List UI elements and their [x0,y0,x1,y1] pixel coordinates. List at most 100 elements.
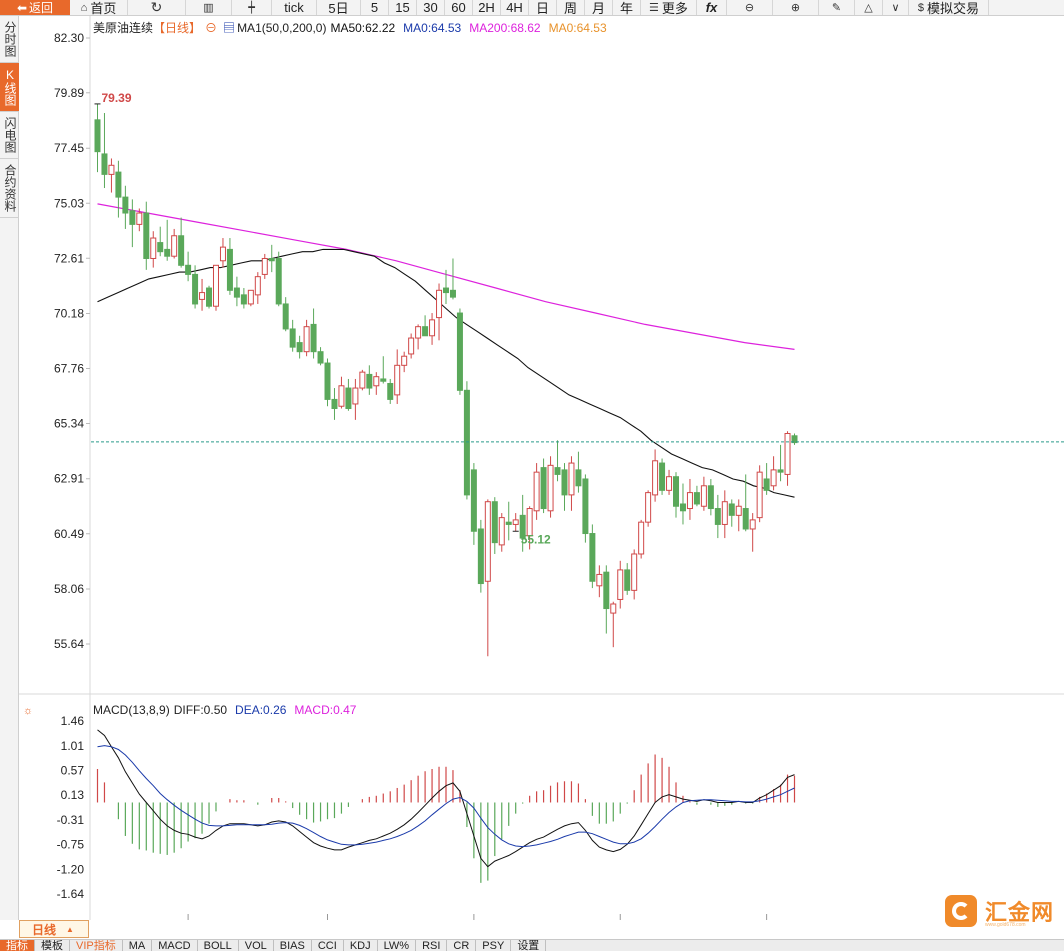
candle-20 [233,276,240,307]
refresh-icon: ↻ [150,0,163,15]
period-2[interactable]: 15 [389,0,417,15]
candle-41 [380,356,387,384]
indicator-tab-0[interactable]: 指标 [0,940,35,951]
indicator-tab-3[interactable]: MA [123,940,153,951]
period-9[interactable]: 月 [585,0,613,15]
candle-26 [275,251,282,307]
back-button[interactable]: ⬅ 返回 [0,0,70,15]
side-tab-1[interactable]: K线图 [0,63,19,112]
candle-81 [659,458,666,495]
indicator-tab-12[interactable]: CR [447,940,477,951]
candle-body [770,469,777,487]
candle-27 [282,297,289,332]
candle-100 [791,433,798,445]
period-8[interactable]: 周 [557,0,585,15]
legend-ma-icon: ▤ [223,21,235,35]
candle-body [645,492,652,523]
candle-body [317,351,324,364]
tick-button[interactable]: tick [272,0,317,15]
shape-button[interactable]: △ [855,0,883,15]
candle-body [206,287,213,307]
candle-73 [603,565,610,634]
candles [94,103,798,657]
candle-82 [666,469,673,495]
candle-94 [749,513,756,552]
period-3[interactable]: 30 [417,0,445,15]
period-5[interactable]: 2H [473,0,501,15]
legend-settings-icon[interactable]: ⊖ [205,21,217,35]
candle-body [561,469,568,496]
timeframe-selector[interactable]: 日线 ▲ [19,920,89,938]
candle-body [373,376,380,387]
candle-body [122,196,129,214]
candle-body [101,153,108,175]
kline-chart[interactable]: 82.30 79.89 77.45 75.03 72.61 70.18 67.76 65.34… [19,16,1064,920]
indicator-tab-1[interactable]: 模板 [35,940,70,951]
period-7[interactable]: 日 [529,0,557,15]
indicator-tab-7[interactable]: BIAS [274,940,312,951]
candle-61 [519,494,526,552]
candle-body [477,528,484,585]
candle-body [554,467,561,475]
candle-body [275,257,282,305]
period-1[interactable]: 5 [361,0,389,15]
candle-body [547,464,554,512]
candle-body [603,571,610,610]
period-6[interactable]: 4H [501,0,529,15]
dropdown-button[interactable]: ∨ [883,0,909,15]
candle-45 [408,333,415,359]
indicator-tab-2[interactable]: VIP指标 [70,940,123,951]
macd-legend: MACD(13,8,9) DIFF:0.50 DEA:0.26 MACD:0.47 [93,703,357,717]
price-tick-7: 65.34 [54,417,84,431]
candle-body [631,553,638,591]
price-y-ticks: 82.30 79.89 77.45 75.03 72.61 70.18 67.76 65.34… [54,31,90,651]
more-button[interactable]: ☰ 更多 [641,0,697,15]
candle-body [610,603,617,614]
candle-body [289,328,296,348]
candle-body [240,294,247,305]
indicator-tab-13[interactable]: PSY [476,940,512,951]
home-label: 首页 [90,1,117,16]
zoom-in-button[interactable]: ⊕ [773,0,819,15]
side-tab-2[interactable]: 闪电图 [0,112,19,159]
candle-body [526,508,533,537]
candle-body [345,387,352,410]
side-tab-3[interactable]: 合约资料 [0,159,19,218]
indicator-tab-8[interactable]: CCI [312,940,344,951]
candle-19 [226,238,233,295]
indicator-tab-11[interactable]: RSI [416,940,448,951]
candle-17 [212,264,219,311]
candle-97 [770,456,777,491]
period-10[interactable]: 年 [613,0,641,15]
candle-body [505,521,512,525]
simulated-trade-button[interactable]: $ 模拟交易 [909,0,989,15]
indicator-tab-14[interactable]: 设置 [511,940,547,951]
candle-body [212,264,219,307]
candle-body [575,469,582,487]
period-4[interactable]: 60 [445,0,473,15]
refresh-button[interactable]: ↻ [128,0,186,15]
indicator-tab-6[interactable]: VOL [239,940,274,951]
candle-body [659,462,666,491]
draw-button[interactable]: ✎ [819,0,855,15]
formula-button[interactable]: fx [697,0,727,15]
zoom-out-button[interactable]: ⊖ [727,0,773,15]
side-tab-0[interactable]: 分时图 [0,16,19,63]
candle-16 [206,285,213,309]
candle-60 [512,513,519,532]
candle-body [777,469,784,473]
candle-body [136,212,143,225]
macd-settings-icon[interactable]: ☼ [23,705,33,717]
indicator-tab-10[interactable]: LW% [378,940,417,951]
price-tick-8: 62.91 [54,472,84,486]
period-0[interactable]: 5日 [317,0,361,15]
candle-53 [463,381,470,500]
chart-type-button[interactable]: ▥ [186,0,232,15]
home-button[interactable]: ⌂ 首页 [70,0,128,16]
indicator-tab-4[interactable]: MACD [152,940,198,951]
candlestick-button[interactable]: ┿ [232,0,272,15]
indicator-tab-5[interactable]: BOLL [198,940,239,951]
candle-86 [693,485,700,507]
candle-85 [686,478,693,520]
indicator-tab-9[interactable]: KDJ [344,940,378,951]
